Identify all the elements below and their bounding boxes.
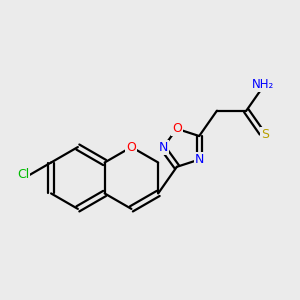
Text: Cl: Cl	[17, 168, 29, 181]
Text: O: O	[127, 141, 136, 154]
Text: O: O	[172, 122, 182, 135]
Text: NH₂: NH₂	[252, 78, 274, 92]
Text: N: N	[158, 141, 168, 154]
Text: N: N	[194, 153, 204, 166]
Text: S: S	[261, 128, 269, 141]
